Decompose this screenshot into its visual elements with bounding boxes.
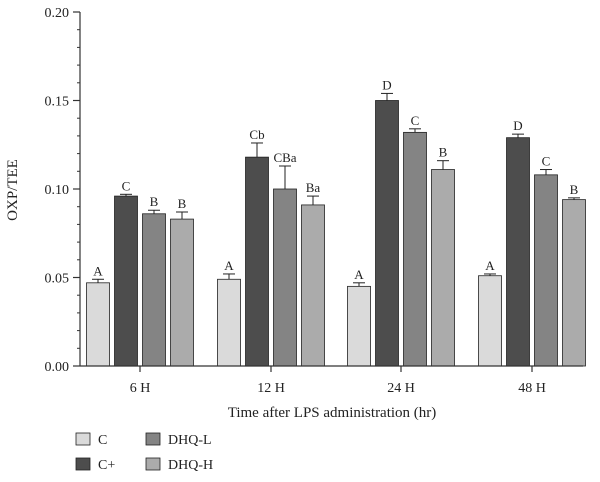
error-bars-group	[92, 92, 580, 287]
significance-letter: A	[93, 263, 103, 278]
legend-swatch-dhq-h	[145, 457, 161, 471]
bar-c-6h	[86, 282, 110, 367]
bar-dhq-l-24h	[403, 131, 427, 367]
significance-letter: A	[224, 258, 234, 273]
bars-group	[86, 100, 586, 367]
significance-letter: A	[485, 258, 495, 273]
legend-label-c-: C+	[98, 458, 115, 473]
bar-c--24h	[375, 100, 399, 367]
significance-letter: B	[570, 182, 579, 197]
legend-swatch-c	[75, 432, 91, 446]
legend-label-dhq-h: DHQ-H	[168, 458, 213, 473]
y-tick-label: 0.00	[45, 360, 70, 375]
bar-dhq-l-6h	[142, 213, 166, 367]
y-axis-title: OXP/TEE	[5, 159, 21, 221]
x-tick-label: 6 H	[130, 381, 151, 396]
significance-letter: C	[411, 113, 420, 128]
x-tick-label: 24 H	[387, 381, 415, 396]
significance-letter: C	[542, 154, 551, 169]
significance-letter: C	[122, 178, 131, 193]
y-tick-label: 0.05	[45, 272, 70, 287]
significance-letter: B	[178, 196, 187, 211]
bar-c-12h	[217, 278, 241, 367]
legend-label-dhq-l: DHQ-L	[168, 433, 212, 448]
bar-c-24h	[347, 285, 371, 367]
legend-swatch-dhq-l	[145, 432, 161, 446]
x-tick-label: 12 H	[257, 381, 285, 396]
bar-dhq-h-6h	[170, 218, 194, 367]
x-axis-title: Time after LPS administration (hr)	[228, 405, 437, 421]
bar-dhq-h-24h	[431, 169, 455, 367]
significance-letter: B	[439, 145, 448, 160]
bar-c--12h	[245, 156, 269, 367]
significance-letter: A	[354, 267, 364, 282]
x-tick-label: 48 H	[518, 381, 546, 396]
bar-dhq-h-12h	[301, 204, 325, 367]
significance-letter: Cb	[249, 127, 264, 142]
x-axis-ticks: 6 H 12 H 24 H 48 H	[130, 366, 546, 396]
y-tick-label: 0.15	[45, 95, 70, 110]
significance-letters-group: A C B B A Cb CBa Ba A D C B A D C B	[93, 77, 578, 281]
bar-c--48h	[506, 137, 530, 367]
bar-dhq-l-12h	[273, 188, 297, 367]
significance-letter: CBa	[273, 150, 296, 165]
legend-label-c: C	[98, 433, 107, 448]
legend-swatch-c-	[75, 457, 91, 471]
bar-dhq-h-48h	[562, 199, 586, 367]
y-axis-ticks: 0.00 0.05 0.10 0.15 0.20	[45, 6, 80, 375]
bar-dhq-l-48h	[534, 174, 558, 367]
significance-letter: B	[150, 194, 159, 209]
legend: C C+ DHQ-L DHQ-H	[75, 432, 213, 473]
bar-c-48h	[478, 275, 502, 367]
bar-c--6h	[114, 195, 138, 367]
y-tick-label: 0.20	[45, 6, 70, 21]
significance-letter: D	[513, 118, 522, 133]
significance-letter: Ba	[306, 180, 321, 195]
y-tick-label: 0.10	[45, 183, 70, 198]
significance-letter: D	[382, 77, 391, 92]
